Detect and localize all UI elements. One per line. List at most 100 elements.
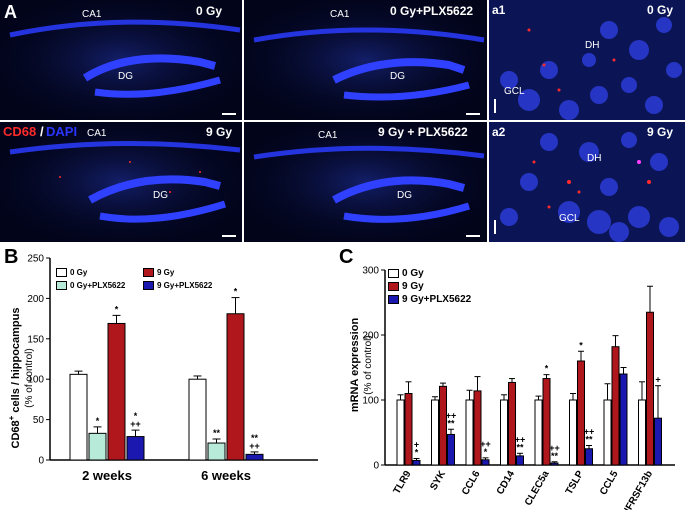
legend-item: 9 Gy+PLX5622	[143, 281, 212, 291]
bar	[619, 373, 628, 466]
significance-mark: **	[213, 428, 221, 438]
y-tick-label: 150	[27, 334, 44, 345]
x-category-label: TLR9	[392, 469, 414, 497]
significance-mark: + *	[414, 440, 419, 458]
bar	[439, 385, 447, 466]
legend-swatch	[388, 294, 399, 304]
bar	[465, 399, 474, 466]
bar	[646, 311, 654, 466]
region-label-dg: DG	[153, 190, 168, 201]
legend-swatch	[388, 281, 399, 291]
bar	[188, 378, 207, 461]
region-label-dg: DG	[390, 71, 405, 82]
x-category-label: SYK	[428, 468, 448, 492]
chart-b: CD68+ cells / hippocampus (% of control)…	[7, 254, 318, 483]
inset-label: a1	[492, 3, 506, 17]
inset-image	[489, 122, 685, 242]
hippocampus-image	[0, 122, 242, 242]
x-category-label: TSLP	[564, 469, 586, 497]
chart-c: mRNA expression (% of control) 0 100 200 30…	[349, 266, 675, 510]
significance-mark: +	[655, 375, 660, 385]
bar	[577, 360, 585, 466]
condition-label: 0 Gy	[647, 3, 674, 17]
inset-label: a2	[492, 125, 506, 139]
bar	[412, 459, 421, 466]
stain-label-cd68: CD68	[3, 124, 37, 139]
panel-letter-b: B	[4, 246, 19, 268]
region-label-gcl: GCL	[559, 213, 580, 224]
y-axis-sublabel: (% of control)	[24, 348, 35, 407]
legend-item: 0 Gy	[56, 268, 88, 278]
y-axis-label: mRNA expression	[349, 318, 361, 413]
inset-a2: a2 9 Gy DH GCL	[489, 122, 685, 242]
significance-mark: ++ **	[584, 427, 595, 445]
scale-bar	[222, 113, 236, 115]
panel-letter-c: C	[339, 246, 354, 268]
bar	[126, 436, 145, 461]
significance-mark: ++ **	[515, 434, 526, 452]
legend-label: 9 Gy	[157, 268, 175, 277]
condition-label: 9 Gy	[647, 125, 674, 139]
bar	[226, 313, 245, 461]
legend-label: 0 Gy	[402, 268, 424, 279]
micrograph-0gy-plx5622: 0 Gy+PLX5622 CA1 DG	[244, 0, 487, 120]
y-axis-sublabel: (% of control)	[363, 335, 374, 394]
condition-label: 0 Gy	[196, 4, 223, 18]
bar	[404, 393, 413, 466]
legend-item: 9 Gy+PLX5622	[388, 294, 471, 305]
significance-mark: ** ++	[249, 433, 260, 451]
scale-bar	[222, 235, 236, 237]
condition-label: 9 Gy + PLX5622	[378, 125, 468, 139]
region-label-dg: DG	[118, 71, 133, 82]
bar	[550, 462, 559, 466]
x-category-label: CLEC5a	[523, 469, 552, 508]
significance-mark: ++ **	[446, 410, 457, 428]
region-label-ca1: CA1	[318, 130, 338, 141]
bar	[69, 373, 88, 461]
legend-swatch	[143, 268, 154, 278]
significance-mark: *	[545, 364, 549, 374]
legend-swatch	[56, 268, 67, 278]
significance-mark: * ++	[130, 411, 141, 429]
x-category-label: TNFRSF13b	[617, 469, 655, 510]
y-tick-label: 200	[362, 331, 379, 342]
y-tick-label: 0	[38, 456, 44, 467]
bar	[654, 417, 662, 466]
legend-item: 0 Gy+PLX5622	[56, 281, 125, 291]
bar	[88, 432, 107, 461]
y-tick-label: 250	[27, 254, 44, 265]
scale-bar	[466, 113, 480, 115]
hippocampus-image	[0, 0, 242, 120]
condition-label: 0 Gy+PLX5622	[390, 4, 474, 18]
bar	[107, 322, 126, 461]
legend-swatch	[143, 281, 154, 291]
scale-bar	[494, 99, 496, 113]
region-label-dh: DH	[585, 40, 600, 51]
micrograph-0gy: A 0 Gy CA1 DG	[0, 0, 242, 120]
bar	[245, 453, 264, 461]
bar	[569, 399, 577, 466]
legend-item: 0 Gy	[388, 268, 424, 279]
x-category-label: 6 weeks	[201, 468, 251, 483]
significance-mark: ++ **	[549, 443, 560, 461]
legend-swatch	[56, 281, 67, 291]
hippocampus-image	[244, 0, 487, 120]
legend-item: 9 Gy	[388, 281, 424, 292]
legend-swatch	[388, 268, 399, 278]
x-category-label: 2 weeks	[82, 468, 132, 483]
inset-a1: a1 0 Gy DH GCL	[489, 0, 685, 120]
bar	[207, 442, 226, 461]
hippocampus-image	[244, 122, 487, 242]
region-label-ca1: CA1	[87, 128, 107, 139]
legend-label: 9 Gy	[402, 281, 424, 292]
legend-label: 0 Gy	[70, 268, 88, 277]
legend-label: 9 Gy+PLX5622	[402, 294, 472, 305]
y-tick-label: 200	[27, 294, 44, 305]
significance-mark: ++ *	[480, 439, 491, 457]
region-label-ca1: CA1	[82, 9, 102, 20]
bar	[500, 399, 508, 466]
bar	[534, 399, 543, 466]
bar	[508, 381, 516, 466]
bar	[585, 448, 593, 466]
bar	[431, 399, 439, 466]
